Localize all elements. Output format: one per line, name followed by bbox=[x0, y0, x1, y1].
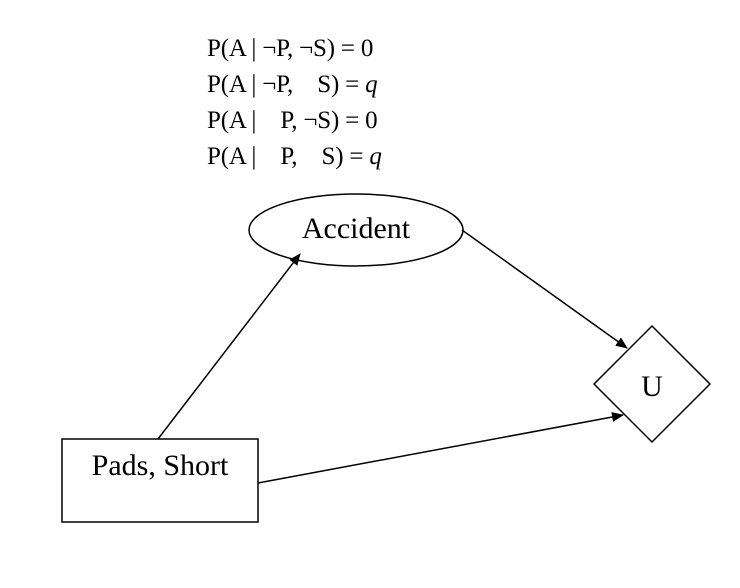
cpt-row-4-lhs: P(A | P, S) = bbox=[207, 143, 370, 170]
cpt-row-1-value: 0 bbox=[360, 35, 374, 62]
pads-short-node bbox=[61, 438, 259, 523]
cpt-row-1-lhs: P(A | ¬P, ¬S) = bbox=[207, 35, 361, 62]
accident-label: Accident bbox=[301, 212, 411, 245]
cpt-row-1: P(A | ¬P, ¬S) = 0 bbox=[207, 31, 373, 67]
utility-label: U bbox=[641, 370, 663, 403]
cpt-row-3-value: 0 bbox=[365, 107, 378, 134]
edge-pads-short-to-utility bbox=[257, 412, 624, 484]
cpt-row-4: P(A | P, S) = q bbox=[207, 139, 382, 175]
cpt-row-3-lhs: P(A | P, ¬S) = bbox=[207, 107, 366, 134]
cpt-row-2-value: q bbox=[365, 71, 378, 98]
pads-short-label: Pads, Short bbox=[91, 449, 229, 482]
edge-pads-short-to-accident bbox=[157, 253, 301, 440]
edge-accident-to-utility bbox=[461, 229, 628, 349]
cpt-row-3: P(A | P, ¬S) = 0 bbox=[207, 103, 378, 139]
cpt-row-2-lhs: P(A | ¬P, S) = bbox=[207, 71, 366, 98]
cpt-row-2: P(A | ¬P, S) = q bbox=[207, 67, 378, 103]
cpt-row-4-value: q bbox=[369, 143, 382, 170]
